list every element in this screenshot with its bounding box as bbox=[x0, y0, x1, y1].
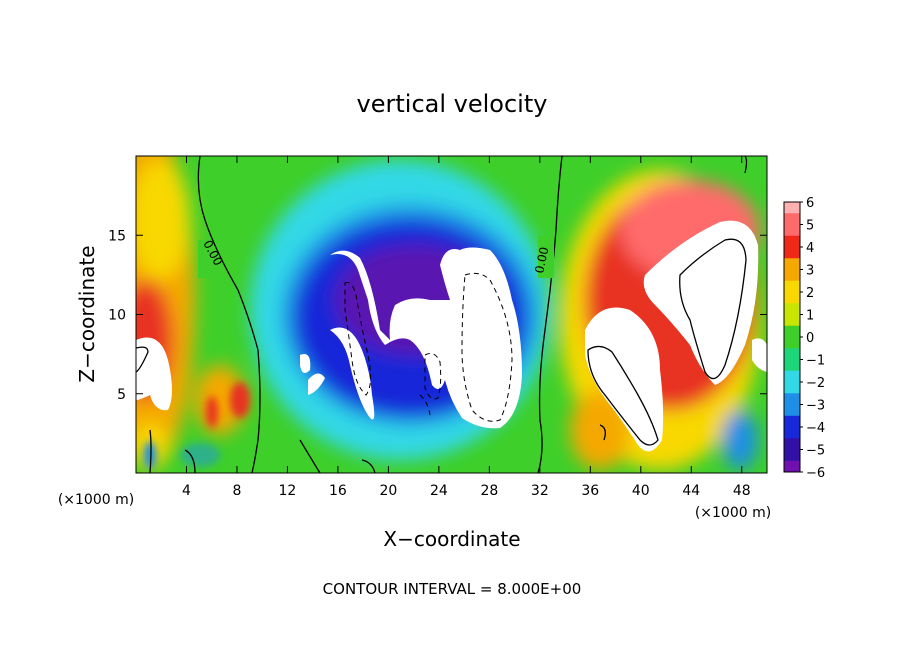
x-axis-unit-left: (×1000 m) bbox=[58, 492, 134, 508]
colorbar-label: 5 bbox=[806, 219, 814, 234]
colorbar-swatch bbox=[784, 449, 800, 462]
heatmap-field: 0.00 0.00 bbox=[136, 156, 767, 473]
x-tick-label: 20 bbox=[379, 483, 397, 499]
y-tick-label: 15 bbox=[108, 228, 126, 244]
x-axis: 4 8 12 16 20 24 28 32 36 40 44 48 bbox=[182, 156, 751, 499]
colorbar-swatch bbox=[784, 213, 800, 225]
colorbar-label: −4 bbox=[806, 421, 825, 436]
colorbar-swatch bbox=[784, 247, 800, 259]
colorbar-label: 2 bbox=[806, 286, 814, 301]
y-tick-label: 5 bbox=[117, 387, 126, 403]
x-axis-unit-right: (×1000 m) bbox=[695, 505, 771, 521]
colorbar-swatch bbox=[784, 415, 800, 428]
x-axis-label: X−coordinate bbox=[383, 527, 520, 551]
x-tick-label: 36 bbox=[581, 483, 599, 499]
colorbar-swatch bbox=[784, 269, 800, 282]
colorbar-swatch bbox=[784, 258, 800, 270]
colorbar-label: −1 bbox=[806, 354, 825, 369]
colorbar-swatch bbox=[784, 359, 800, 372]
colorbar-swatch bbox=[784, 202, 800, 214]
colorbar-label: −6 bbox=[806, 466, 825, 481]
colorbar-swatch bbox=[784, 337, 800, 349]
x-tick-label: 28 bbox=[480, 483, 498, 499]
colorbar-swatch bbox=[784, 303, 800, 315]
contour-label: 0.00 bbox=[532, 246, 551, 275]
colorbar-swatch bbox=[784, 404, 800, 417]
x-tick-label: 24 bbox=[430, 483, 448, 499]
colorbar-swatch bbox=[784, 224, 800, 237]
colorbar-label: 3 bbox=[806, 264, 814, 279]
colorbar-swatch bbox=[784, 427, 800, 439]
colorbar-swatch bbox=[784, 314, 800, 327]
colorbar-label: 6 bbox=[806, 196, 814, 211]
x-tick-label: 32 bbox=[531, 483, 549, 499]
colorbar-swatch bbox=[784, 235, 800, 248]
colorbar-label: −2 bbox=[806, 376, 825, 391]
colorbar-swatch bbox=[784, 348, 800, 360]
colorbar-label: 1 bbox=[806, 309, 814, 324]
colorbar-label: −3 bbox=[806, 399, 825, 414]
colorbar-swatch bbox=[784, 280, 800, 293]
x-tick-label: 48 bbox=[733, 483, 751, 499]
x-tick-label: 4 bbox=[182, 483, 191, 499]
x-tick-label: 44 bbox=[682, 483, 700, 499]
colorbar-swatch bbox=[784, 438, 800, 450]
x-tick-label: 12 bbox=[279, 483, 297, 499]
x-tick-label: 16 bbox=[329, 483, 347, 499]
colorbar-swatch bbox=[784, 325, 800, 338]
y-tick-label: 10 bbox=[108, 308, 126, 324]
colorbar-swatch bbox=[784, 370, 800, 383]
colorbar-swatch bbox=[784, 460, 800, 473]
contour-interval-footer: CONTOUR INTERVAL = 8.000E+00 bbox=[323, 580, 582, 598]
colorbar-label: −5 bbox=[806, 444, 825, 459]
x-tick-label: 8 bbox=[232, 483, 241, 499]
y-axis: 5 10 15 bbox=[108, 228, 767, 403]
colorbar-swatch bbox=[784, 393, 800, 405]
colorbar-label: 4 bbox=[806, 241, 814, 256]
colorbar-swatch bbox=[784, 382, 800, 394]
y-axis-label: Z−coordinate bbox=[75, 245, 99, 382]
colorbar: 6 5 4 3 2 1 0 −1 −2 −3 −4 −5 −6 bbox=[783, 196, 825, 481]
colorbar-label: 0 bbox=[806, 331, 814, 346]
chart-title: vertical velocity bbox=[357, 90, 548, 118]
colorbar-swatch bbox=[784, 292, 800, 304]
x-tick-label: 40 bbox=[632, 483, 650, 499]
